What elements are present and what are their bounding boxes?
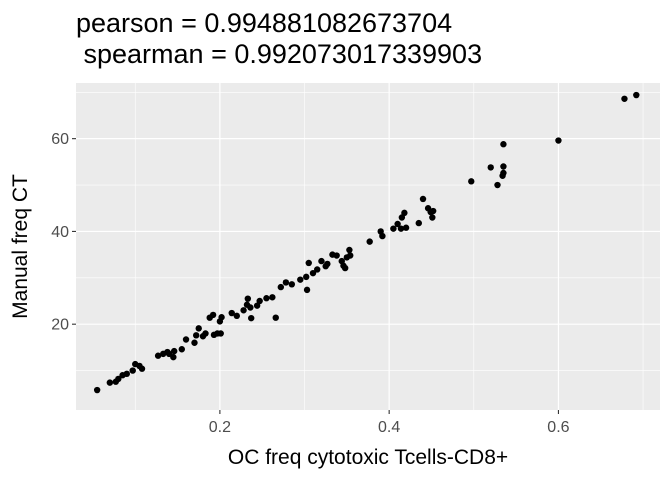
data-point [468,178,475,185]
data-point [192,332,200,339]
data-point [397,225,405,232]
data-point [500,141,507,148]
y-tick-label: 20 [51,317,69,334]
chart-title-spearman: spearman = 0.992073017339903 [76,39,483,69]
data-point [248,314,255,322]
data-point [240,307,247,314]
data-point [297,276,304,283]
x-axis-title: OC freq cytotoxic Tcells-CD8+ [228,446,508,469]
data-point [500,163,507,170]
y-tick-label: 60 [51,131,69,148]
data-point [415,219,422,227]
data-point [402,224,410,231]
data-point [633,91,640,99]
data-point [263,295,270,302]
data-point [272,314,279,321]
data-point [487,164,494,171]
x-tick-label: 0.2 [209,419,231,436]
data-point [390,225,397,232]
data-point [500,169,507,177]
data-point [233,312,241,320]
data-point [366,238,373,245]
data-point [123,370,130,378]
data-point [138,365,146,372]
data-point [170,353,177,361]
data-point [333,252,340,259]
data-point [379,232,386,240]
data-point [401,209,408,217]
data-point [555,137,562,144]
data-point [318,257,325,265]
data-point [182,336,190,343]
data-point [244,295,252,302]
data-point [191,339,198,346]
data-point [288,281,296,288]
data-point [277,283,285,291]
data-point [269,294,276,301]
data-point [305,259,312,267]
data-point [303,273,310,281]
data-point [256,297,263,305]
data-point [346,246,353,254]
data-point [341,264,349,272]
data-point [324,260,331,268]
data-point [394,220,401,228]
data-point [106,379,114,386]
data-point [309,269,317,277]
data-point [621,95,628,102]
data-point [170,347,178,355]
data-point [282,279,290,286]
x-tick-label: 0.6 [547,419,569,436]
minor-gridlines [76,83,660,410]
data-point [195,325,202,332]
data-point [429,207,437,215]
axis-ticks: 0.2 0.4 0.6 20 40 60 [51,131,569,436]
major-gridlines [76,83,660,410]
data-point [419,195,427,203]
data-point [217,330,224,337]
data-point [209,311,217,319]
data-point [429,214,436,221]
data-point [93,386,101,394]
data-point [347,252,354,259]
data-point [228,309,235,317]
data-point [314,266,321,273]
y-tick-label: 40 [51,224,69,241]
data-point [494,181,501,189]
y-axis-title: Manual freq CT [9,174,32,319]
data-points [93,91,640,394]
chart-title-pearson: pearson = 0.994881082673704 [76,8,453,38]
data-point [303,286,311,294]
data-point [218,314,225,321]
x-tick-label: 0.4 [378,419,400,436]
data-point [202,330,209,337]
data-point [129,367,136,374]
plot-panel [76,83,660,410]
data-point [178,346,185,353]
data-point [154,352,162,359]
data-point [247,304,254,311]
data-point [115,375,122,383]
